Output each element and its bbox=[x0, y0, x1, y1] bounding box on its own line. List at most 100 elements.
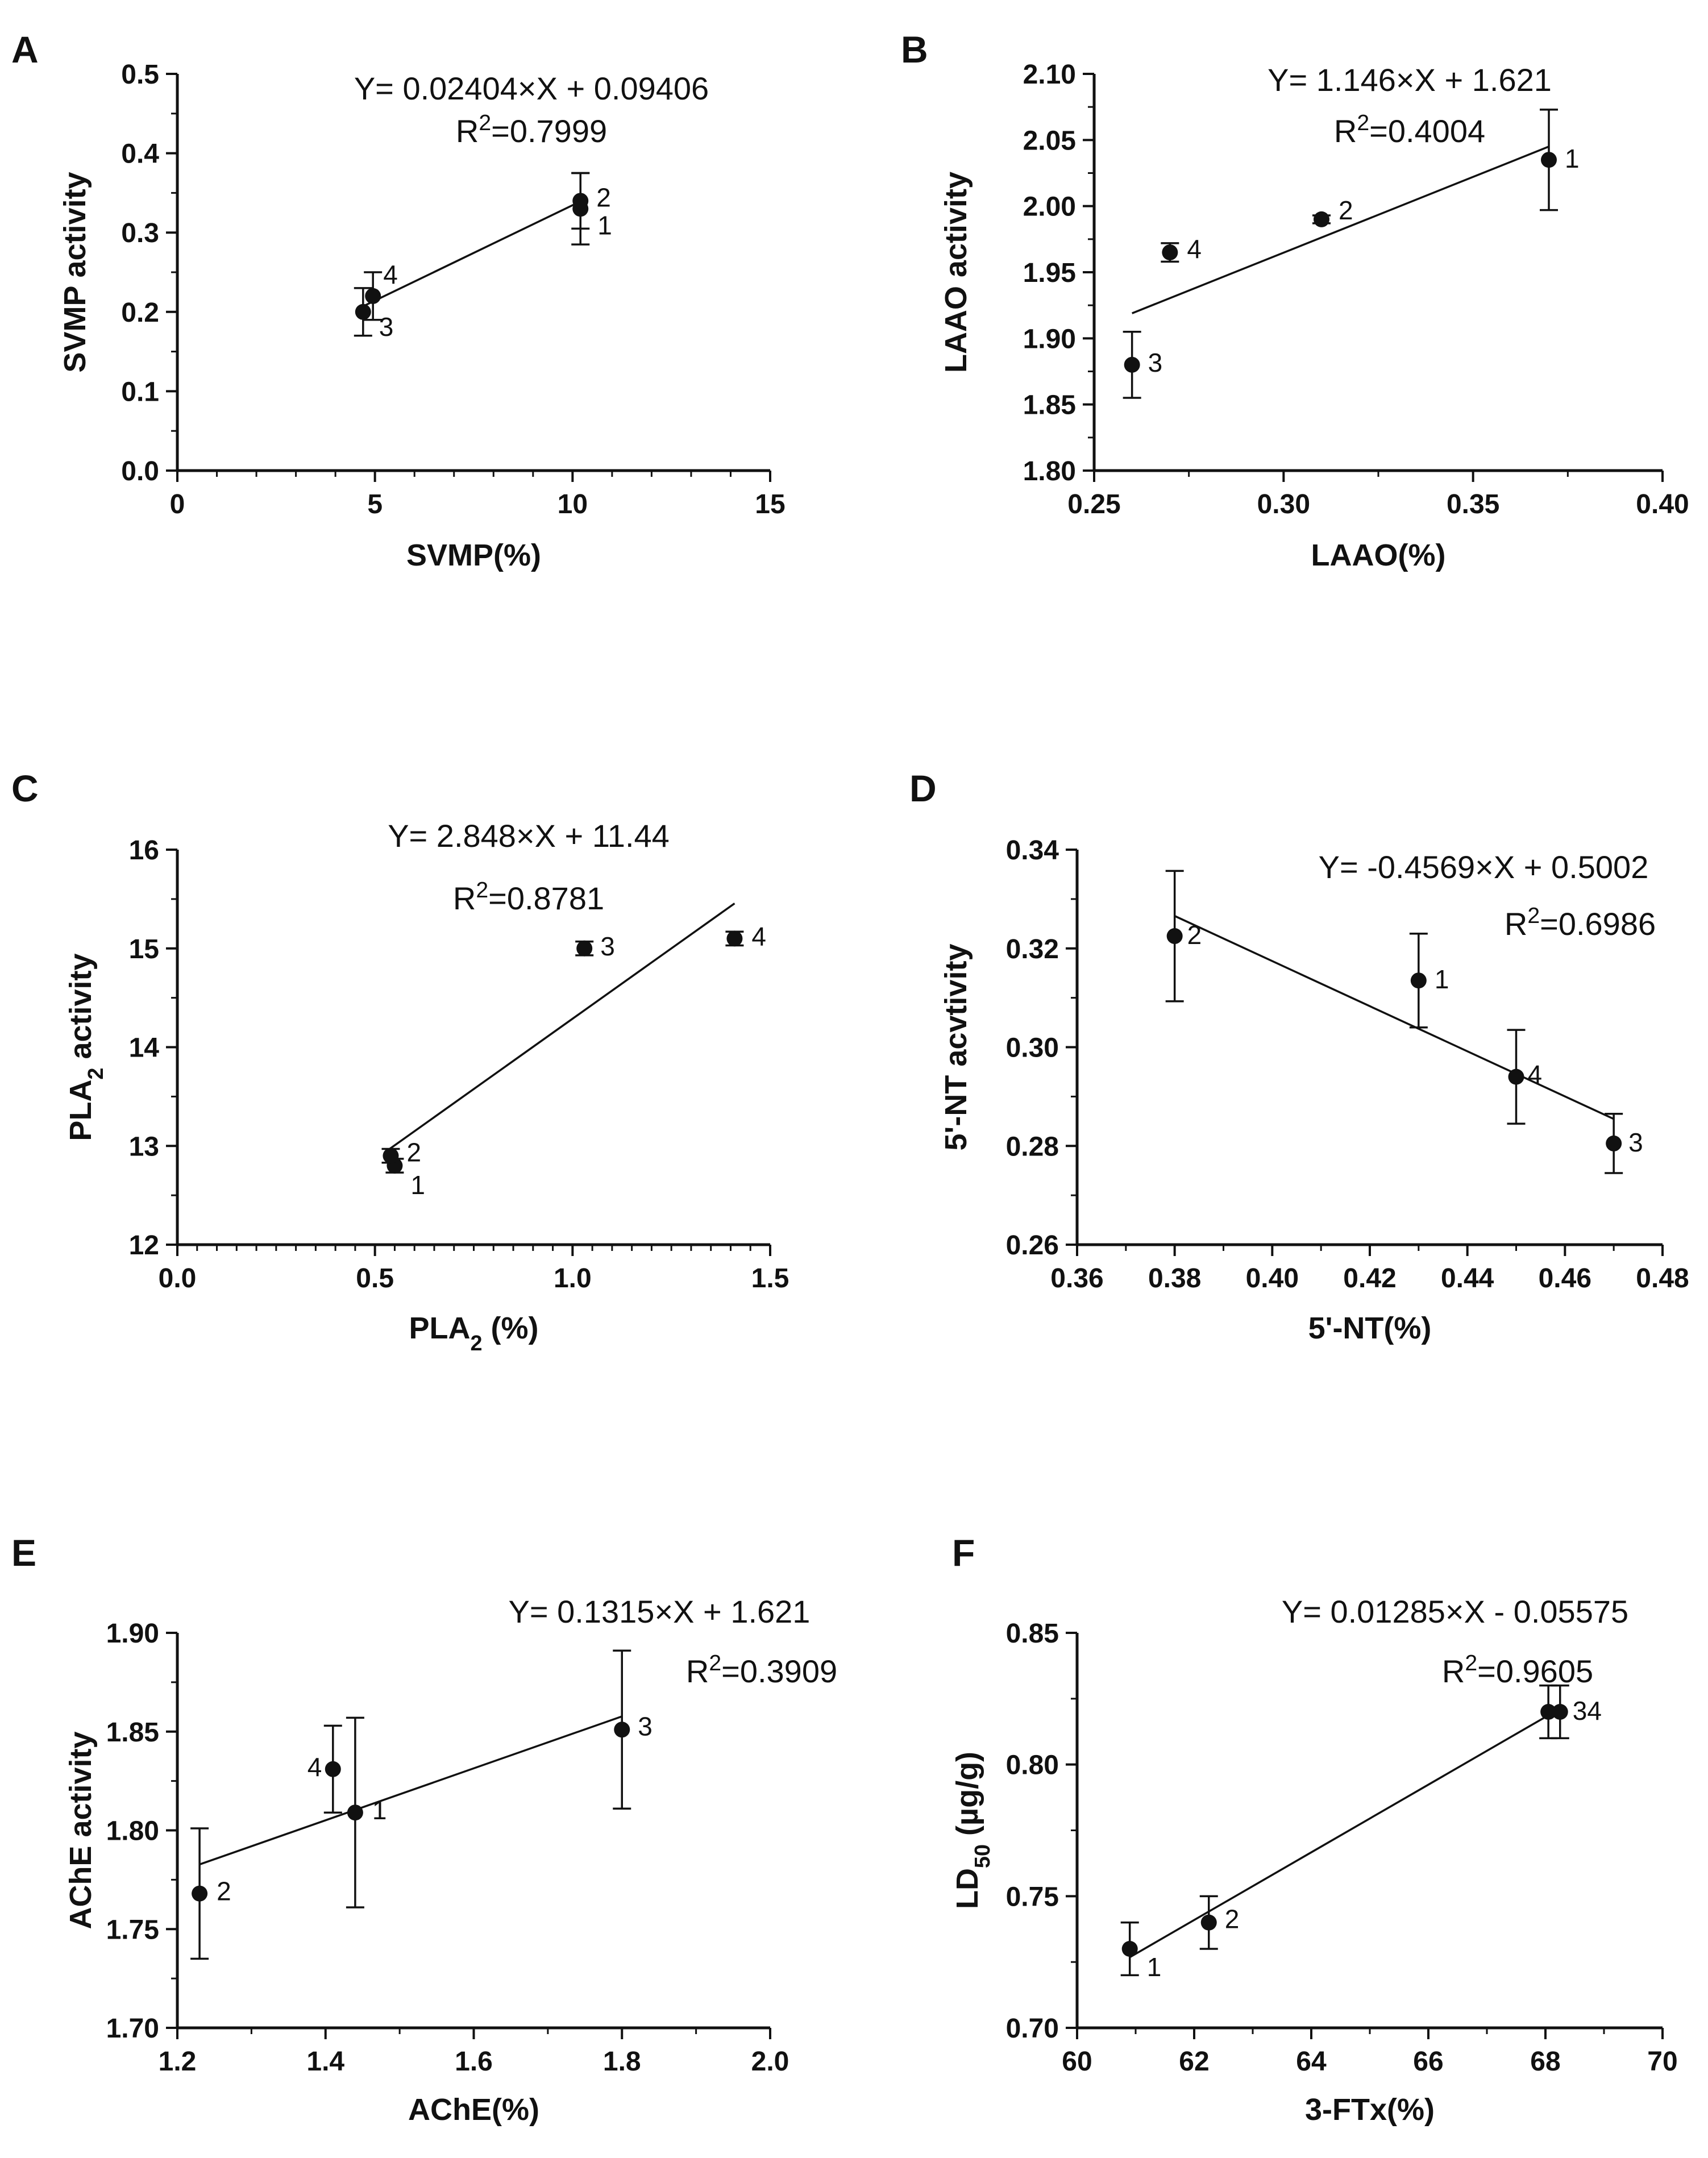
panel-A: A 0 5 10 15 0.0 0.1 0.2 0.3 0.4 0.5 SVMP(%) SVMP act… bbox=[11, 28, 786, 572]
panel-label-A: A bbox=[11, 28, 39, 70]
panel-B: B 0.25 0.30 0.35 0.40 1.80 1.85 1.90 1.95 2.00 2.0… bbox=[901, 28, 1689, 572]
point-label-C-3: 3 bbox=[600, 932, 615, 961]
data-point-C-4 bbox=[726, 930, 743, 947]
data-point-B-1 bbox=[1541, 152, 1557, 168]
x-tick-label-D: 0.38 bbox=[1148, 1263, 1201, 1294]
data-point-E-4 bbox=[325, 1761, 341, 1777]
r-squared-value-B: =0.4004 bbox=[1369, 113, 1485, 149]
point-label-B-1: 1 bbox=[1565, 144, 1580, 173]
data-point-E-3 bbox=[614, 1722, 630, 1738]
x-tick-label-A: 5 bbox=[367, 489, 383, 519]
x-axis-title-F-main: 3-FTx(%) bbox=[1305, 2093, 1435, 2127]
y-axis-title-C-sub: 2 bbox=[84, 1068, 108, 1080]
y-tick-label-B: 1.80 bbox=[1023, 456, 1076, 487]
r-squared-prefix-F: R bbox=[1442, 1653, 1465, 1689]
x-axis-title-F: 3-FTx(%) bbox=[1305, 2093, 1435, 2127]
x-tick-label-C: 0.5 bbox=[356, 1263, 394, 1294]
y-tick-label-C: 14 bbox=[129, 1033, 160, 1063]
x-axis-title-C-suffix: (%) bbox=[483, 1311, 539, 1345]
point-label-D-3: 3 bbox=[1628, 1128, 1643, 1157]
r-squared-prefix-A: R bbox=[456, 113, 479, 149]
fit-line-D bbox=[1174, 915, 1614, 1120]
x-tick-label-F: 64 bbox=[1296, 2047, 1327, 2077]
y-axis-title-C: PLA2 activity bbox=[64, 953, 108, 1141]
x-tick-label-D: 0.36 bbox=[1050, 1263, 1103, 1294]
x-tick-label-B: 0.35 bbox=[1447, 489, 1499, 519]
y-axis-title-A-main: SVMP activity bbox=[58, 172, 92, 372]
x-tick-label-D: 0.48 bbox=[1636, 1263, 1689, 1294]
y-axis-title-F-sub: 50 bbox=[971, 1844, 995, 1868]
x-tick-label-A: 10 bbox=[558, 489, 588, 519]
data-point-F-3 bbox=[1540, 1704, 1557, 1720]
point-label-E-2: 2 bbox=[217, 1877, 231, 1906]
y-axis-title-F: LD50 (µg/g) bbox=[950, 1752, 995, 1909]
x-tick-label-E: 1.2 bbox=[159, 2047, 197, 2077]
x-tick-label-D: 0.44 bbox=[1441, 1263, 1494, 1294]
y-axis-title-B: LAAO activity bbox=[939, 172, 973, 373]
r-squared-value-F: =0.9605 bbox=[1477, 1653, 1593, 1689]
x-tick-label-F: 70 bbox=[1647, 2047, 1677, 2077]
r-squared-prefix-D: R bbox=[1505, 906, 1527, 942]
y-tick-label-D: 0.28 bbox=[1006, 1132, 1059, 1162]
y-axis-title-E: AChE activity bbox=[64, 1731, 98, 1929]
y-tick-label-C: 16 bbox=[129, 835, 159, 866]
equation-D: Y= -0.4569×X + 0.5002 bbox=[1319, 849, 1649, 885]
r-squared-D: R2=0.6986 bbox=[1505, 904, 1656, 942]
point-label-B-4: 4 bbox=[1187, 234, 1202, 264]
r-squared-sup-F: 2 bbox=[1465, 1651, 1477, 1675]
y-tick-label-B: 1.85 bbox=[1023, 390, 1076, 421]
y-tick-label-D: 0.34 bbox=[1006, 835, 1059, 866]
data-point-A-3 bbox=[355, 303, 371, 320]
y-axis-title-D-main: 5'-NT acvtivity bbox=[939, 944, 973, 1151]
y-tick-label-F: 0.80 bbox=[1006, 1750, 1059, 1781]
fit-line-E bbox=[199, 1715, 622, 1866]
x-tick-label-A: 0 bbox=[170, 489, 185, 519]
x-axis-title-E: AChE(%) bbox=[408, 2093, 539, 2127]
data-point-C-2 bbox=[383, 1147, 399, 1164]
y-tick-label-F: 0.75 bbox=[1006, 1882, 1059, 1912]
y-tick-label-F: 0.85 bbox=[1006, 1619, 1059, 1649]
y-tick-label-A: 0.3 bbox=[121, 218, 159, 248]
x-tick-label-A: 15 bbox=[755, 489, 785, 519]
y-tick-label-E: 1.75 bbox=[106, 1915, 159, 1945]
point-label-F-34: 34 bbox=[1573, 1696, 1602, 1725]
data-point-C-3 bbox=[576, 940, 593, 957]
x-axis-title-A: SVMP(%) bbox=[406, 538, 541, 572]
x-axis-title-C-sub: 2 bbox=[470, 1332, 482, 1355]
r-squared-sup-E: 2 bbox=[709, 1651, 721, 1675]
equation-E: Y= 0.1315×X + 1.621 bbox=[509, 1594, 811, 1629]
r-squared-sup-A: 2 bbox=[479, 111, 491, 135]
panel-label-B: B bbox=[901, 28, 928, 70]
x-tick-label-D: 0.42 bbox=[1343, 1263, 1396, 1294]
x-tick-label-F: 68 bbox=[1530, 2047, 1560, 2077]
y-tick-label-D: 0.30 bbox=[1006, 1033, 1059, 1063]
data-point-D-4 bbox=[1508, 1068, 1524, 1085]
y-tick-label-F: 0.70 bbox=[1006, 2014, 1059, 2044]
x-axis-title-C: PLA2 (%) bbox=[409, 1311, 538, 1355]
y-tick-label-E: 1.70 bbox=[106, 2014, 159, 2044]
x-axis-title-B: LAAO(%) bbox=[1311, 538, 1446, 572]
x-axis-title-A-main: SVMP(%) bbox=[406, 538, 541, 572]
panel-D: D 0.36 0.38 0.40 0.42 0.44 0.46 0.48 0.26 0.28 0.3… bbox=[909, 767, 1689, 1345]
y-tick-label-B: 1.90 bbox=[1023, 324, 1076, 354]
equation-A: Y= 0.02404×X + 0.09406 bbox=[354, 70, 709, 106]
x-axis-title-D-main: 5'-NT(%) bbox=[1308, 1311, 1432, 1345]
x-tick-label-E: 1.6 bbox=[455, 2047, 493, 2077]
y-axis-title-C-suffix: activity bbox=[64, 953, 98, 1067]
r-squared-value-D: =0.6986 bbox=[1540, 906, 1656, 942]
point-label-E-3: 3 bbox=[638, 1711, 653, 1741]
point-label-C-4: 4 bbox=[751, 921, 766, 951]
x-axis-title-E-main: AChE(%) bbox=[408, 2093, 539, 2127]
panel-F: F 60 62 64 66 68 70 0.70 0.75 0.80 0.85 3-FTx(%) LD5… bbox=[950, 1532, 1678, 2127]
panel-label-F: F bbox=[952, 1532, 975, 1574]
r-squared-value-C: =0.8781 bbox=[488, 880, 604, 916]
y-tick-label-D: 0.32 bbox=[1006, 934, 1059, 964]
data-point-B-3 bbox=[1124, 356, 1140, 373]
x-tick-label-C: 1.5 bbox=[751, 1263, 789, 1294]
y-tick-label-A: 0.1 bbox=[121, 377, 159, 407]
point-label-D-1: 1 bbox=[1435, 964, 1449, 994]
r-squared-F: R2=0.9605 bbox=[1442, 1651, 1593, 1690]
data-point-E-1 bbox=[347, 1804, 363, 1821]
x-tick-label-B: 0.30 bbox=[1257, 489, 1310, 519]
